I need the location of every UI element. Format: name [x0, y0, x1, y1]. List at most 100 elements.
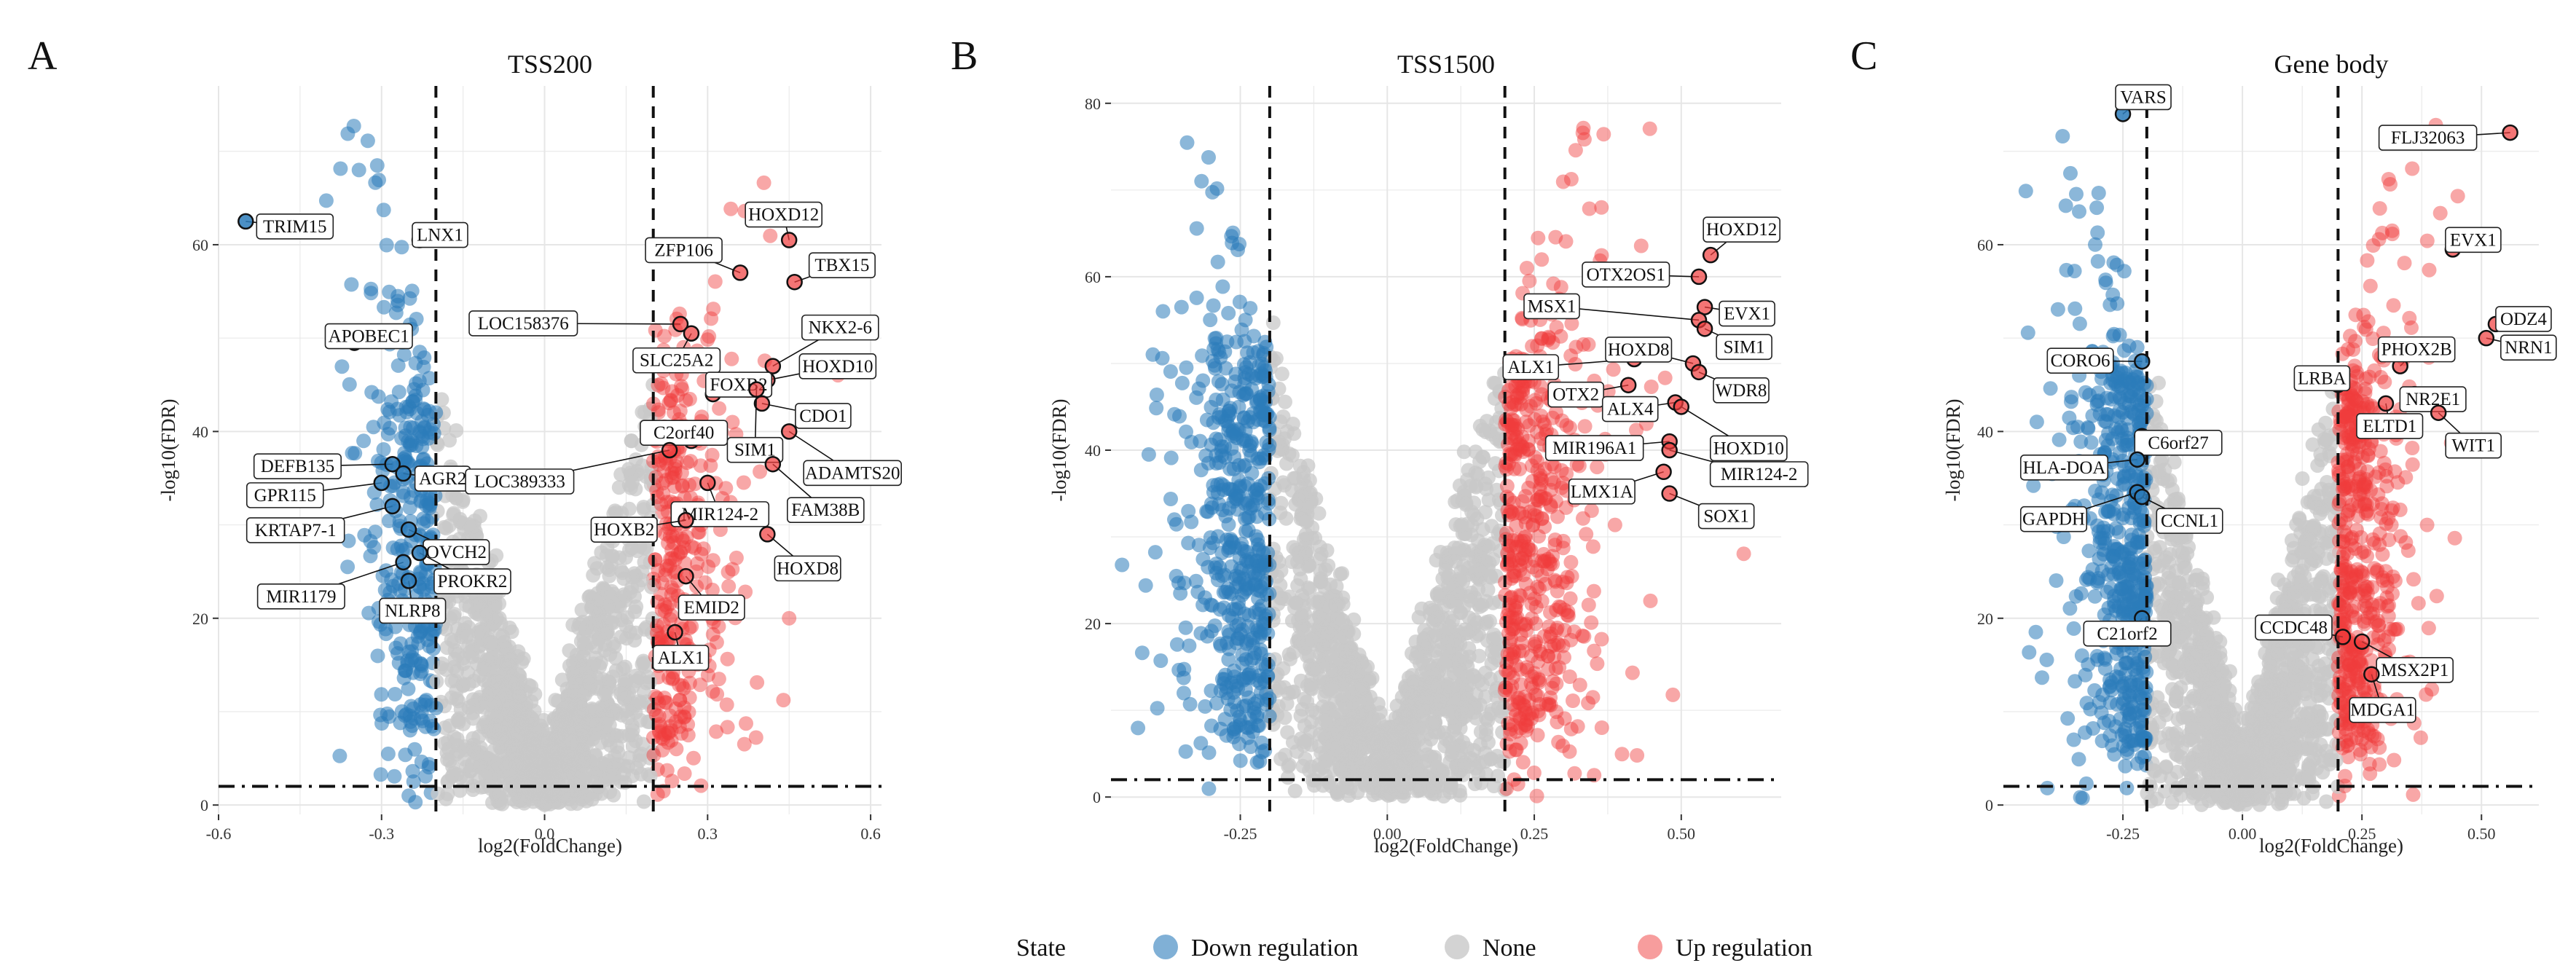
gene-label: MIR1179 — [266, 587, 336, 607]
data-point — [1239, 544, 1254, 559]
data-point — [550, 719, 565, 734]
data-point — [481, 750, 495, 766]
data-point — [1221, 652, 1236, 667]
data-point — [705, 684, 720, 699]
data-point — [503, 739, 518, 754]
data-point — [441, 518, 457, 533]
data-point — [2381, 172, 2396, 186]
gene-label: APOBEC1 — [329, 327, 409, 347]
data-point — [753, 464, 768, 479]
data-point — [512, 689, 527, 704]
data-point — [417, 420, 432, 436]
data-point — [1508, 600, 1523, 616]
data-point — [665, 672, 680, 687]
data-point — [1643, 593, 1658, 608]
labelled-gene-point — [1696, 321, 1713, 337]
data-point — [1179, 360, 1194, 375]
data-point — [1584, 503, 1599, 518]
data-point — [347, 446, 363, 461]
data-point — [420, 514, 435, 528]
data-point — [1566, 624, 1582, 640]
data-point — [1138, 578, 1153, 593]
labelled-gene-point — [667, 624, 683, 641]
data-point — [344, 277, 359, 292]
data-point — [674, 726, 689, 741]
data-point — [1171, 662, 1187, 677]
data-point — [1239, 634, 1254, 649]
data-point — [1218, 508, 1233, 524]
data-point — [1387, 719, 1402, 734]
gene-label: HOXD12 — [748, 205, 819, 225]
data-point — [1642, 121, 1657, 136]
data-point — [1280, 770, 1295, 785]
data-point — [1512, 461, 1528, 476]
data-point — [1607, 517, 1622, 532]
data-point — [1534, 252, 1550, 267]
data-point — [1354, 677, 1369, 693]
data-point — [1426, 628, 1442, 643]
gene-label: CDO1 — [799, 406, 847, 426]
data-point — [2429, 589, 2444, 604]
data-point — [1555, 738, 1571, 753]
data-point — [1563, 554, 1579, 570]
data-point — [514, 655, 530, 670]
data-point — [723, 201, 739, 216]
labelled-gene-point — [1673, 398, 1690, 415]
data-point — [1590, 460, 1605, 475]
labelled-gene-point — [1702, 246, 1719, 264]
x-tick-label: 0.50 — [1668, 825, 1696, 843]
data-point — [1242, 670, 1257, 685]
data-point — [720, 651, 735, 667]
data-point — [1316, 728, 1332, 743]
gene-label: C2orf40 — [653, 423, 714, 443]
data-point — [1189, 290, 1204, 305]
data-point — [1424, 675, 1440, 691]
data-point — [651, 723, 667, 739]
data-point — [526, 731, 541, 745]
data-point — [1541, 329, 1556, 345]
data-point — [1520, 719, 1535, 734]
data-point — [1570, 719, 1585, 734]
data-point — [1163, 364, 1178, 379]
data-point — [602, 647, 618, 662]
data-point — [1475, 449, 1491, 465]
data-point — [1278, 394, 1292, 409]
data-point — [496, 654, 511, 669]
data-point — [1295, 701, 1310, 717]
data-point — [1285, 448, 1300, 463]
data-point — [366, 540, 382, 555]
data-point — [357, 527, 372, 543]
data-point — [700, 332, 715, 347]
data-point — [621, 462, 637, 477]
data-point — [1540, 551, 1555, 567]
data-point — [1625, 665, 1640, 680]
data-point — [1218, 584, 1233, 599]
data-point — [566, 766, 581, 782]
data-point — [706, 302, 721, 317]
labelled-gene-point — [780, 423, 798, 440]
data-point — [1390, 758, 1405, 774]
data-point — [455, 492, 471, 508]
data-point — [1550, 621, 1565, 635]
data-point — [1193, 736, 1209, 751]
data-point — [351, 162, 366, 178]
data-point — [1520, 539, 1536, 554]
data-point — [1259, 339, 1274, 355]
gene-label: HOXB2 — [594, 520, 654, 540]
data-point — [1238, 365, 1253, 380]
data-point — [1579, 527, 1594, 542]
panel-a-x-axis-label: log2(FoldChange) — [478, 835, 622, 857]
gene-label: PROKR2 — [438, 572, 508, 591]
labelled-gene-point — [1661, 441, 1678, 459]
data-point — [657, 597, 672, 612]
panel-a-title: TSS200 — [508, 50, 592, 79]
data-point — [1576, 132, 1592, 147]
data-point — [1543, 605, 1558, 620]
data-point — [694, 546, 709, 562]
data-point — [1167, 406, 1182, 422]
data-point — [750, 675, 765, 690]
data-point — [1560, 608, 1576, 624]
data-point — [447, 607, 462, 622]
data-point — [1329, 597, 1344, 613]
data-point — [1466, 508, 1482, 522]
